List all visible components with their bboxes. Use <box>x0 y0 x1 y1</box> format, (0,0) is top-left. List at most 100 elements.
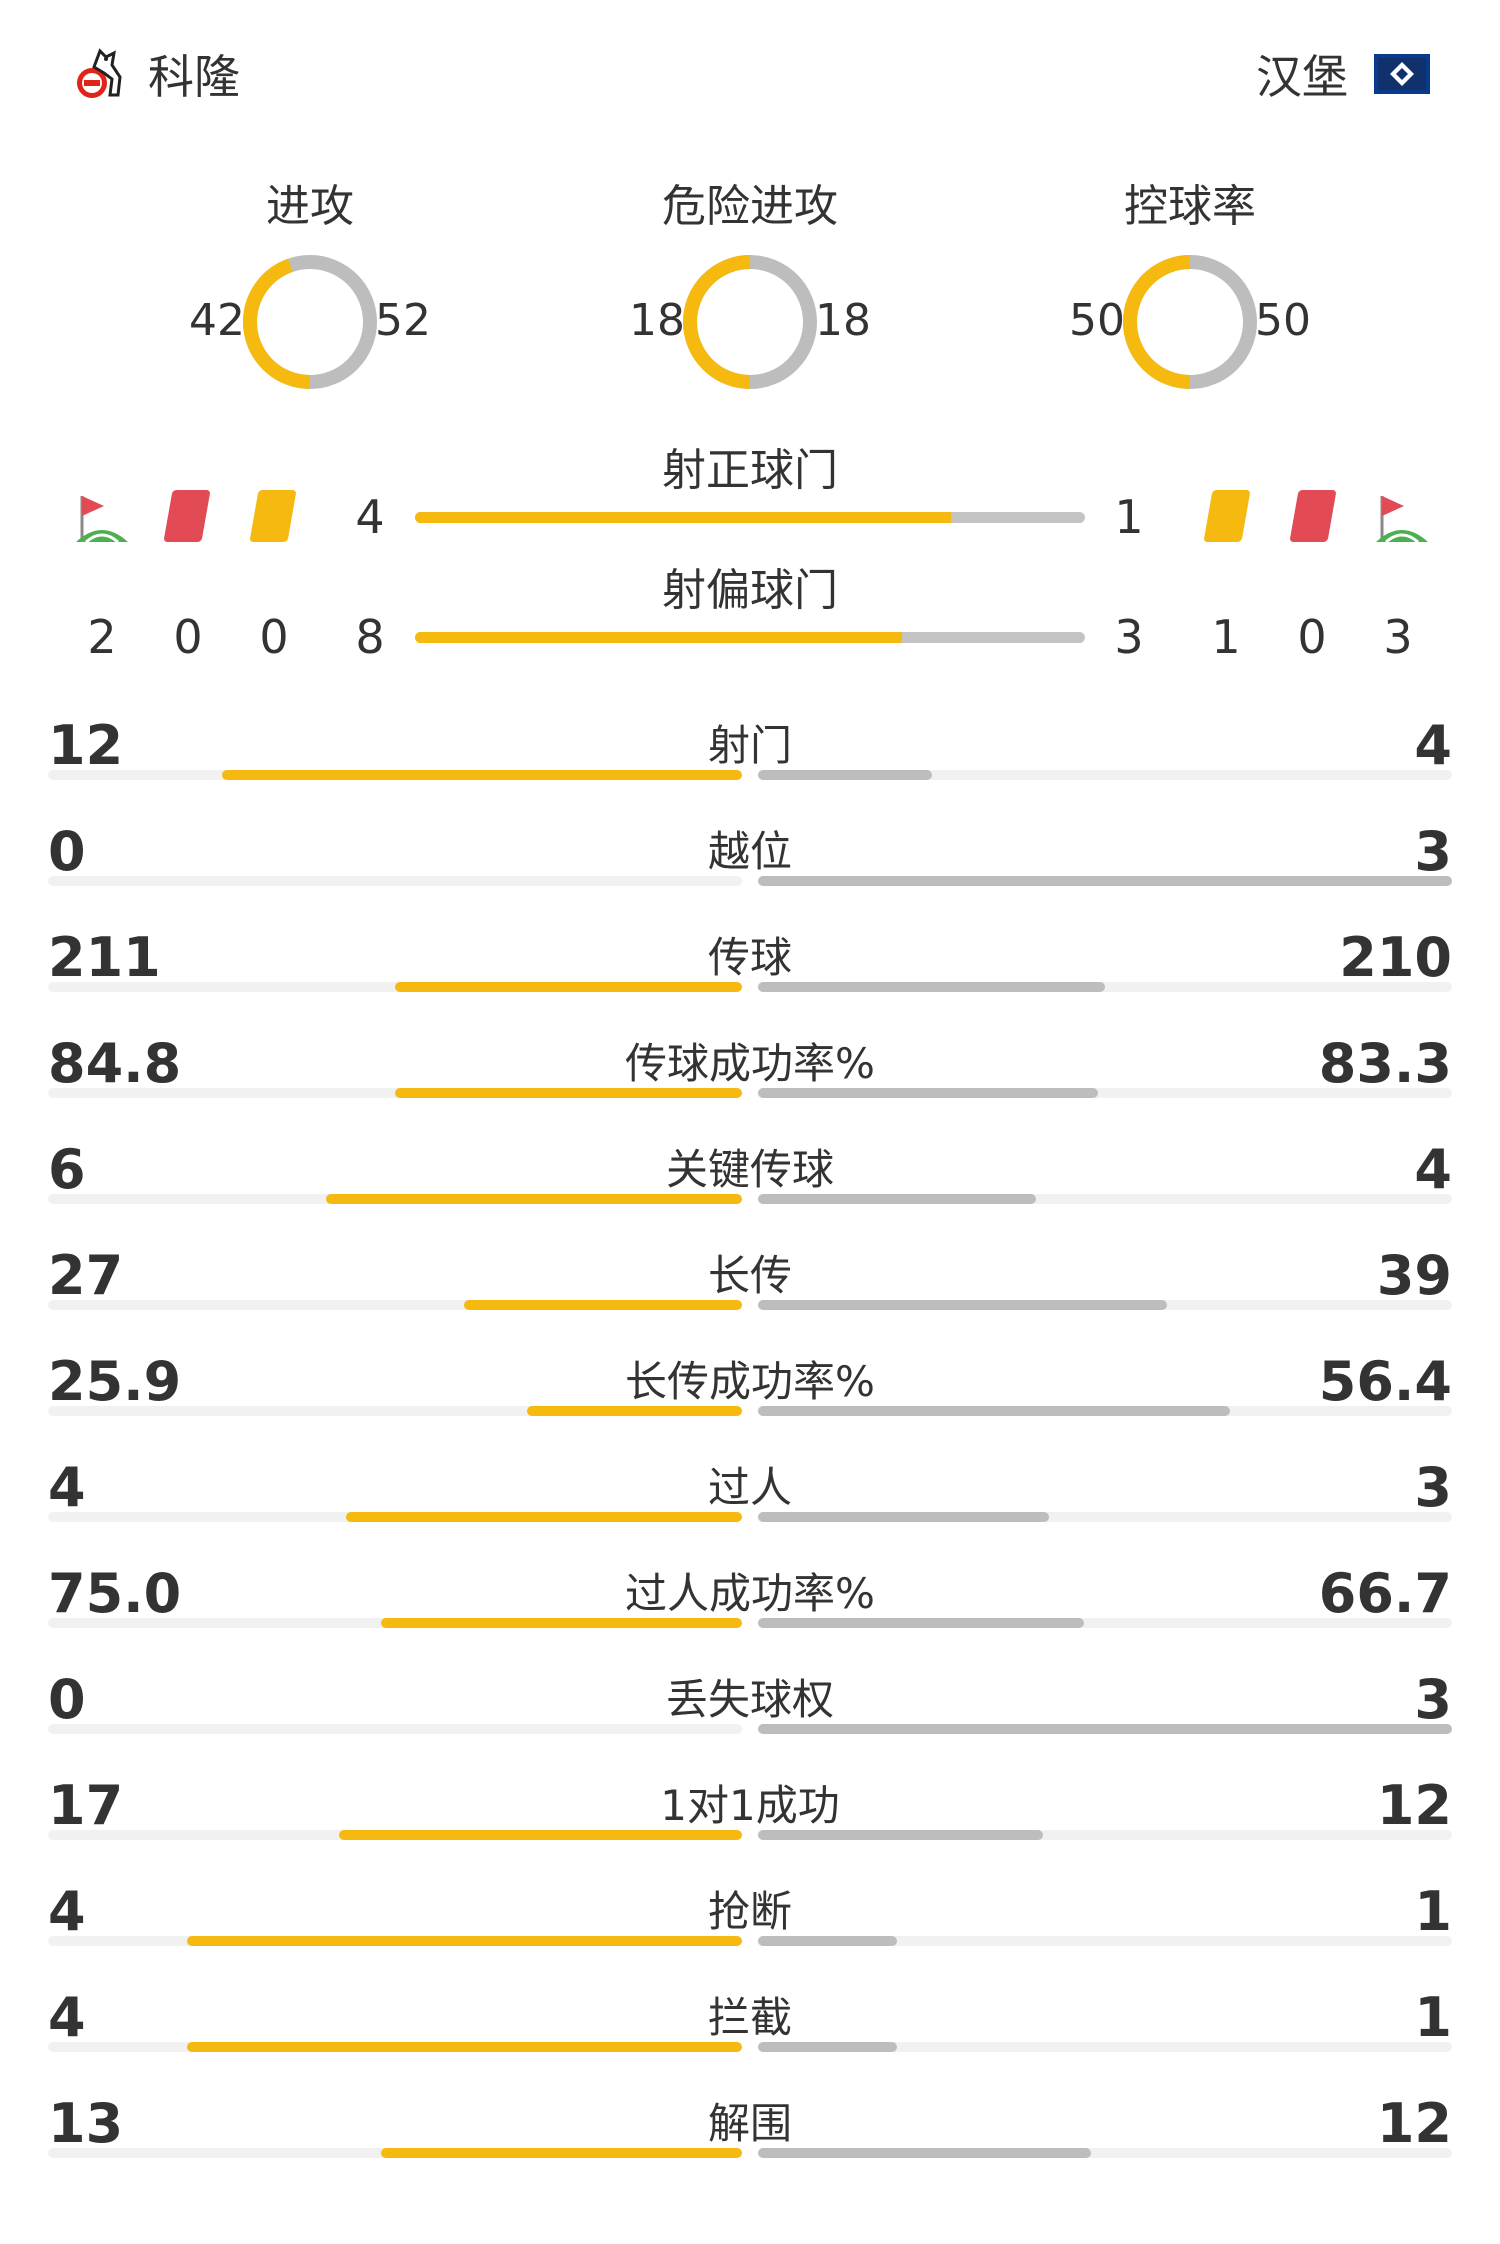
stat-home-bar <box>464 1300 742 1310</box>
red-card-icon <box>163 490 211 542</box>
stat-label: 长传 <box>707 1251 792 1300</box>
stat-away-track <box>758 876 1452 886</box>
home-yellow-cards-value: 0 <box>259 610 289 664</box>
shots-off-target-bar <box>415 632 1085 643</box>
stat-away-track <box>758 1830 1452 1840</box>
stat-away-track <box>758 1194 1452 1204</box>
gauge-title: 进攻 <box>266 181 354 232</box>
fc-koln-crest-icon <box>77 48 122 98</box>
stat-away-value: 210 <box>1339 926 1452 989</box>
stat-label: 射门 <box>707 721 792 770</box>
hamburg-flag-icon <box>1374 54 1430 94</box>
stat-home-value: 25.9 <box>48 1350 182 1413</box>
stat-row: 12 射门 4 <box>48 706 1452 812</box>
away-corners-value: 3 <box>1383 610 1413 664</box>
shots-on-home-value: 4 <box>355 490 385 544</box>
corner-flag-icon <box>1376 496 1428 544</box>
stat-home-bar <box>186 1936 742 1946</box>
stat-home-value: 27 <box>48 1244 124 1307</box>
stat-row: 4 拦截 1 <box>48 1978 1452 2084</box>
stat-home-track <box>48 982 742 992</box>
shots-off-away-value: 3 <box>1114 610 1144 664</box>
away-red-cards-value: 0 <box>1297 610 1327 664</box>
stat-home-value: 4 <box>48 1986 86 2049</box>
stat-home-value: 211 <box>48 926 161 989</box>
stat-home-track <box>48 1194 742 1204</box>
stat-home-value: 12 <box>48 714 124 777</box>
stat-label: 长传成功率% <box>625 1357 875 1406</box>
stat-away-bar <box>758 1300 1168 1310</box>
shots-on-away-value: 1 <box>1114 490 1144 544</box>
stat-away-bar <box>758 876 1452 886</box>
gauge-attacks: 进攻 42 52 <box>90 170 530 410</box>
stat-away-bar <box>758 1088 1099 1098</box>
stat-home-bar <box>395 982 742 992</box>
donut-home-arc <box>683 255 817 389</box>
shots-on-target-title: 射正球门 <box>662 445 838 496</box>
stat-home-track <box>48 1830 742 1840</box>
stat-away-bar <box>758 1830 1043 1840</box>
stat-home-track <box>48 1936 742 1946</box>
stat-row: 6 关键传球 4 <box>48 1130 1452 1236</box>
stat-away-track <box>758 1936 1452 1946</box>
stat-row: 13 解围 12 <box>48 2084 1452 2190</box>
donut-home-arc <box>243 255 377 389</box>
away-team-name: 汉堡 <box>1256 50 1348 104</box>
corner-flag-icon <box>76 496 128 544</box>
red-card-icon <box>1289 490 1337 542</box>
stat-home-value: 84.8 <box>48 1032 182 1095</box>
donut-home-arc <box>1123 255 1257 389</box>
donut-chart <box>683 255 817 389</box>
stat-home-track <box>48 1300 742 1310</box>
gauge-dangerous-attacks: 危险进攻 18 18 <box>530 170 970 410</box>
stat-home-value: 4 <box>48 1880 86 1943</box>
stat-label: 传球 <box>707 933 792 982</box>
stat-away-value: 83.3 <box>1318 1032 1452 1095</box>
home-red-cards-value: 0 <box>173 610 203 664</box>
stat-away-value: 66.7 <box>1318 1562 1452 1625</box>
stat-home-bar <box>339 1830 742 1840</box>
stat-home-track <box>48 770 742 780</box>
stat-home-bar <box>186 2042 742 2052</box>
stat-home-track <box>48 1724 742 1734</box>
stat-row: 0 越位 3 <box>48 812 1452 918</box>
stat-label: 越位 <box>707 827 792 876</box>
stat-away-value: 4 <box>1414 714 1452 777</box>
stat-home-value: 17 <box>48 1774 124 1837</box>
stat-row: 17 1对1成功 12 <box>48 1766 1452 1872</box>
yellow-card-icon <box>249 490 297 542</box>
stat-away-track <box>758 2148 1452 2158</box>
stat-home-track <box>48 1512 742 1522</box>
stat-away-value: 56.4 <box>1318 1350 1452 1413</box>
stat-home-value: 75.0 <box>48 1562 182 1625</box>
stat-away-bar <box>758 1724 1452 1734</box>
stat-away-value: 3 <box>1414 1456 1452 1519</box>
stat-row: 4 抢断 1 <box>48 1872 1452 1978</box>
gauge-title: 控球率 <box>1124 181 1256 232</box>
home-team-name: 科隆 <box>148 50 240 104</box>
stat-away-bar <box>758 1936 897 1946</box>
gauge-title: 危险进攻 <box>662 181 838 232</box>
stat-home-value: 0 <box>48 1668 86 1731</box>
home-team[interactable]: 科隆 <box>70 44 240 104</box>
stat-home-track <box>48 876 742 886</box>
stat-row: 27 长传 39 <box>48 1236 1452 1342</box>
stat-away-bar <box>758 2148 1092 2158</box>
gauge-home-value: 18 <box>629 295 685 346</box>
stat-away-bar <box>758 982 1105 992</box>
stat-away-track <box>758 1406 1452 1416</box>
stat-label: 过人 <box>707 1463 792 1512</box>
stat-away-value: 1 <box>1414 1986 1452 2049</box>
stat-label: 丢失球权 <box>665 1675 834 1724</box>
away-team[interactable]: 汉堡 <box>1256 44 1430 104</box>
stat-label: 关键传球 <box>665 1145 834 1194</box>
stat-away-value: 3 <box>1414 820 1452 883</box>
stat-home-track <box>48 2148 742 2158</box>
stat-row: 211 传球 210 <box>48 918 1452 1024</box>
stat-row: 4 过人 3 <box>48 1448 1452 1554</box>
home-corners-value: 2 <box>87 610 117 664</box>
stat-away-track <box>758 1724 1452 1734</box>
stat-label: 传球成功率% <box>625 1039 875 1088</box>
stat-away-track <box>758 770 1452 780</box>
gauge-home-value: 50 <box>1069 295 1125 346</box>
